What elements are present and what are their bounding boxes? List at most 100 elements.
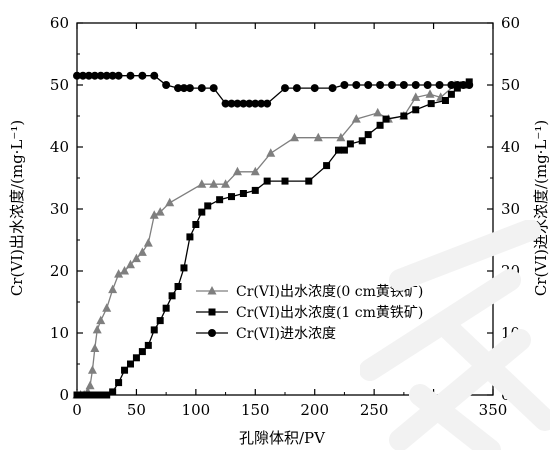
y-axis-title-right: Cr(VI)进水浓度/(mg·L⁻¹) [532, 120, 550, 296]
square-marker [91, 391, 99, 399]
square-marker [109, 388, 117, 396]
y-tick-label-left: 40 [50, 138, 69, 156]
circle-marker [102, 71, 111, 80]
square-marker [376, 121, 384, 129]
triangle-marker [102, 303, 112, 312]
legend-circle-marker [208, 329, 216, 337]
circle-marker [281, 84, 289, 93]
legend: Cr(VI)出水浓度(0 cm黄铁矿) Cr(VI)出水浓度(1 cm黄铁矿) Cr… [196, 283, 423, 342]
circle-marker [352, 81, 361, 89]
y-tick-label-right: 60 [501, 14, 520, 32]
square-marker [305, 177, 313, 185]
triangle-marker [92, 324, 102, 334]
triangle-marker [149, 210, 159, 219]
y-tick-label-right: 20 [501, 262, 520, 280]
square-marker [239, 190, 247, 197]
x-tick-label: 150 [241, 401, 270, 419]
circle-marker [364, 81, 373, 89]
square-marker [281, 177, 289, 185]
square-marker [334, 146, 342, 154]
series-3 [73, 71, 474, 108]
legend-item: Cr(VI)进水浓度 [196, 326, 336, 342]
circle-marker [340, 81, 349, 89]
y-tick-label-left: 60 [50, 14, 69, 32]
series-line [77, 81, 470, 396]
legend-square-marker [208, 308, 216, 316]
circle-marker [435, 81, 444, 89]
triangle-marker [411, 92, 421, 101]
triangle-marker [155, 207, 165, 216]
square-marker [346, 140, 354, 148]
x-tick-label: 100 [182, 401, 211, 419]
square-marker [85, 391, 93, 399]
triangle-marker [96, 315, 106, 325]
circle-marker [447, 81, 456, 89]
square-marker [400, 112, 408, 120]
circle-marker [459, 81, 468, 89]
triangle-marker [351, 114, 361, 123]
triangle-marker [143, 238, 153, 247]
triangle-marker [250, 166, 260, 176]
circle-marker [251, 99, 260, 108]
circle-marker [179, 84, 188, 93]
square-marker [427, 100, 435, 108]
triangle-marker [290, 132, 300, 142]
circle-marker [73, 71, 81, 80]
circle-marker [411, 81, 420, 89]
circle-marker [376, 81, 385, 89]
triangle-marker [425, 89, 435, 98]
triangle-marker [137, 247, 147, 256]
square-marker [138, 348, 146, 356]
square-marker [121, 366, 129, 374]
y-axis-title-left: Cr(VI)出水浓度/(mg·L⁻¹) [8, 120, 26, 296]
square-marker [447, 90, 455, 98]
square-marker [412, 106, 420, 114]
triangle-marker [373, 107, 383, 117]
square-marker [198, 208, 206, 216]
x-tick-label: 250 [360, 401, 389, 419]
y-tick-label-left: 50 [50, 76, 69, 94]
square-marker [186, 233, 194, 241]
triangle-marker [87, 365, 97, 374]
circle-marker [126, 71, 135, 80]
triangle-marker [114, 269, 124, 278]
triangle-marker [232, 166, 242, 176]
legend-item: Cr(VI)出水浓度(1 cm黄铁矿) [196, 304, 423, 321]
triangle-marker [336, 132, 346, 142]
triangle-marker [90, 343, 100, 352]
legend-triangle-marker [207, 286, 217, 295]
square-marker [79, 391, 87, 399]
y-tick-label-left: 0 [59, 386, 69, 404]
circle-marker [84, 71, 93, 80]
circle-marker [227, 99, 236, 108]
square-marker [216, 196, 224, 204]
triangle-marker [165, 197, 175, 207]
square-marker [156, 317, 164, 325]
triangle-marker [131, 253, 141, 263]
circle-marker [257, 99, 266, 108]
series-line [77, 75, 470, 105]
square-marker [103, 391, 111, 399]
circle-marker [328, 84, 337, 93]
circle-marker [209, 84, 218, 93]
square-marker [168, 292, 176, 300]
triangle-marker [221, 179, 231, 188]
x-tick-label: 50 [127, 401, 146, 419]
circle-marker [465, 81, 474, 89]
triangle-marker [209, 179, 219, 188]
circle-marker [90, 71, 99, 80]
square-marker [382, 115, 390, 123]
square-marker [180, 264, 188, 272]
square-marker [132, 354, 140, 362]
square-marker [144, 341, 152, 349]
square-marker [174, 283, 182, 290]
x-tick-label: 200 [300, 401, 329, 419]
circle-marker [185, 84, 194, 93]
square-marker [97, 391, 105, 399]
series-line [77, 84, 456, 396]
series-layer [72, 71, 474, 399]
circle-marker [263, 99, 272, 108]
triangle-marker [120, 266, 130, 275]
triangle-marker [197, 179, 207, 188]
